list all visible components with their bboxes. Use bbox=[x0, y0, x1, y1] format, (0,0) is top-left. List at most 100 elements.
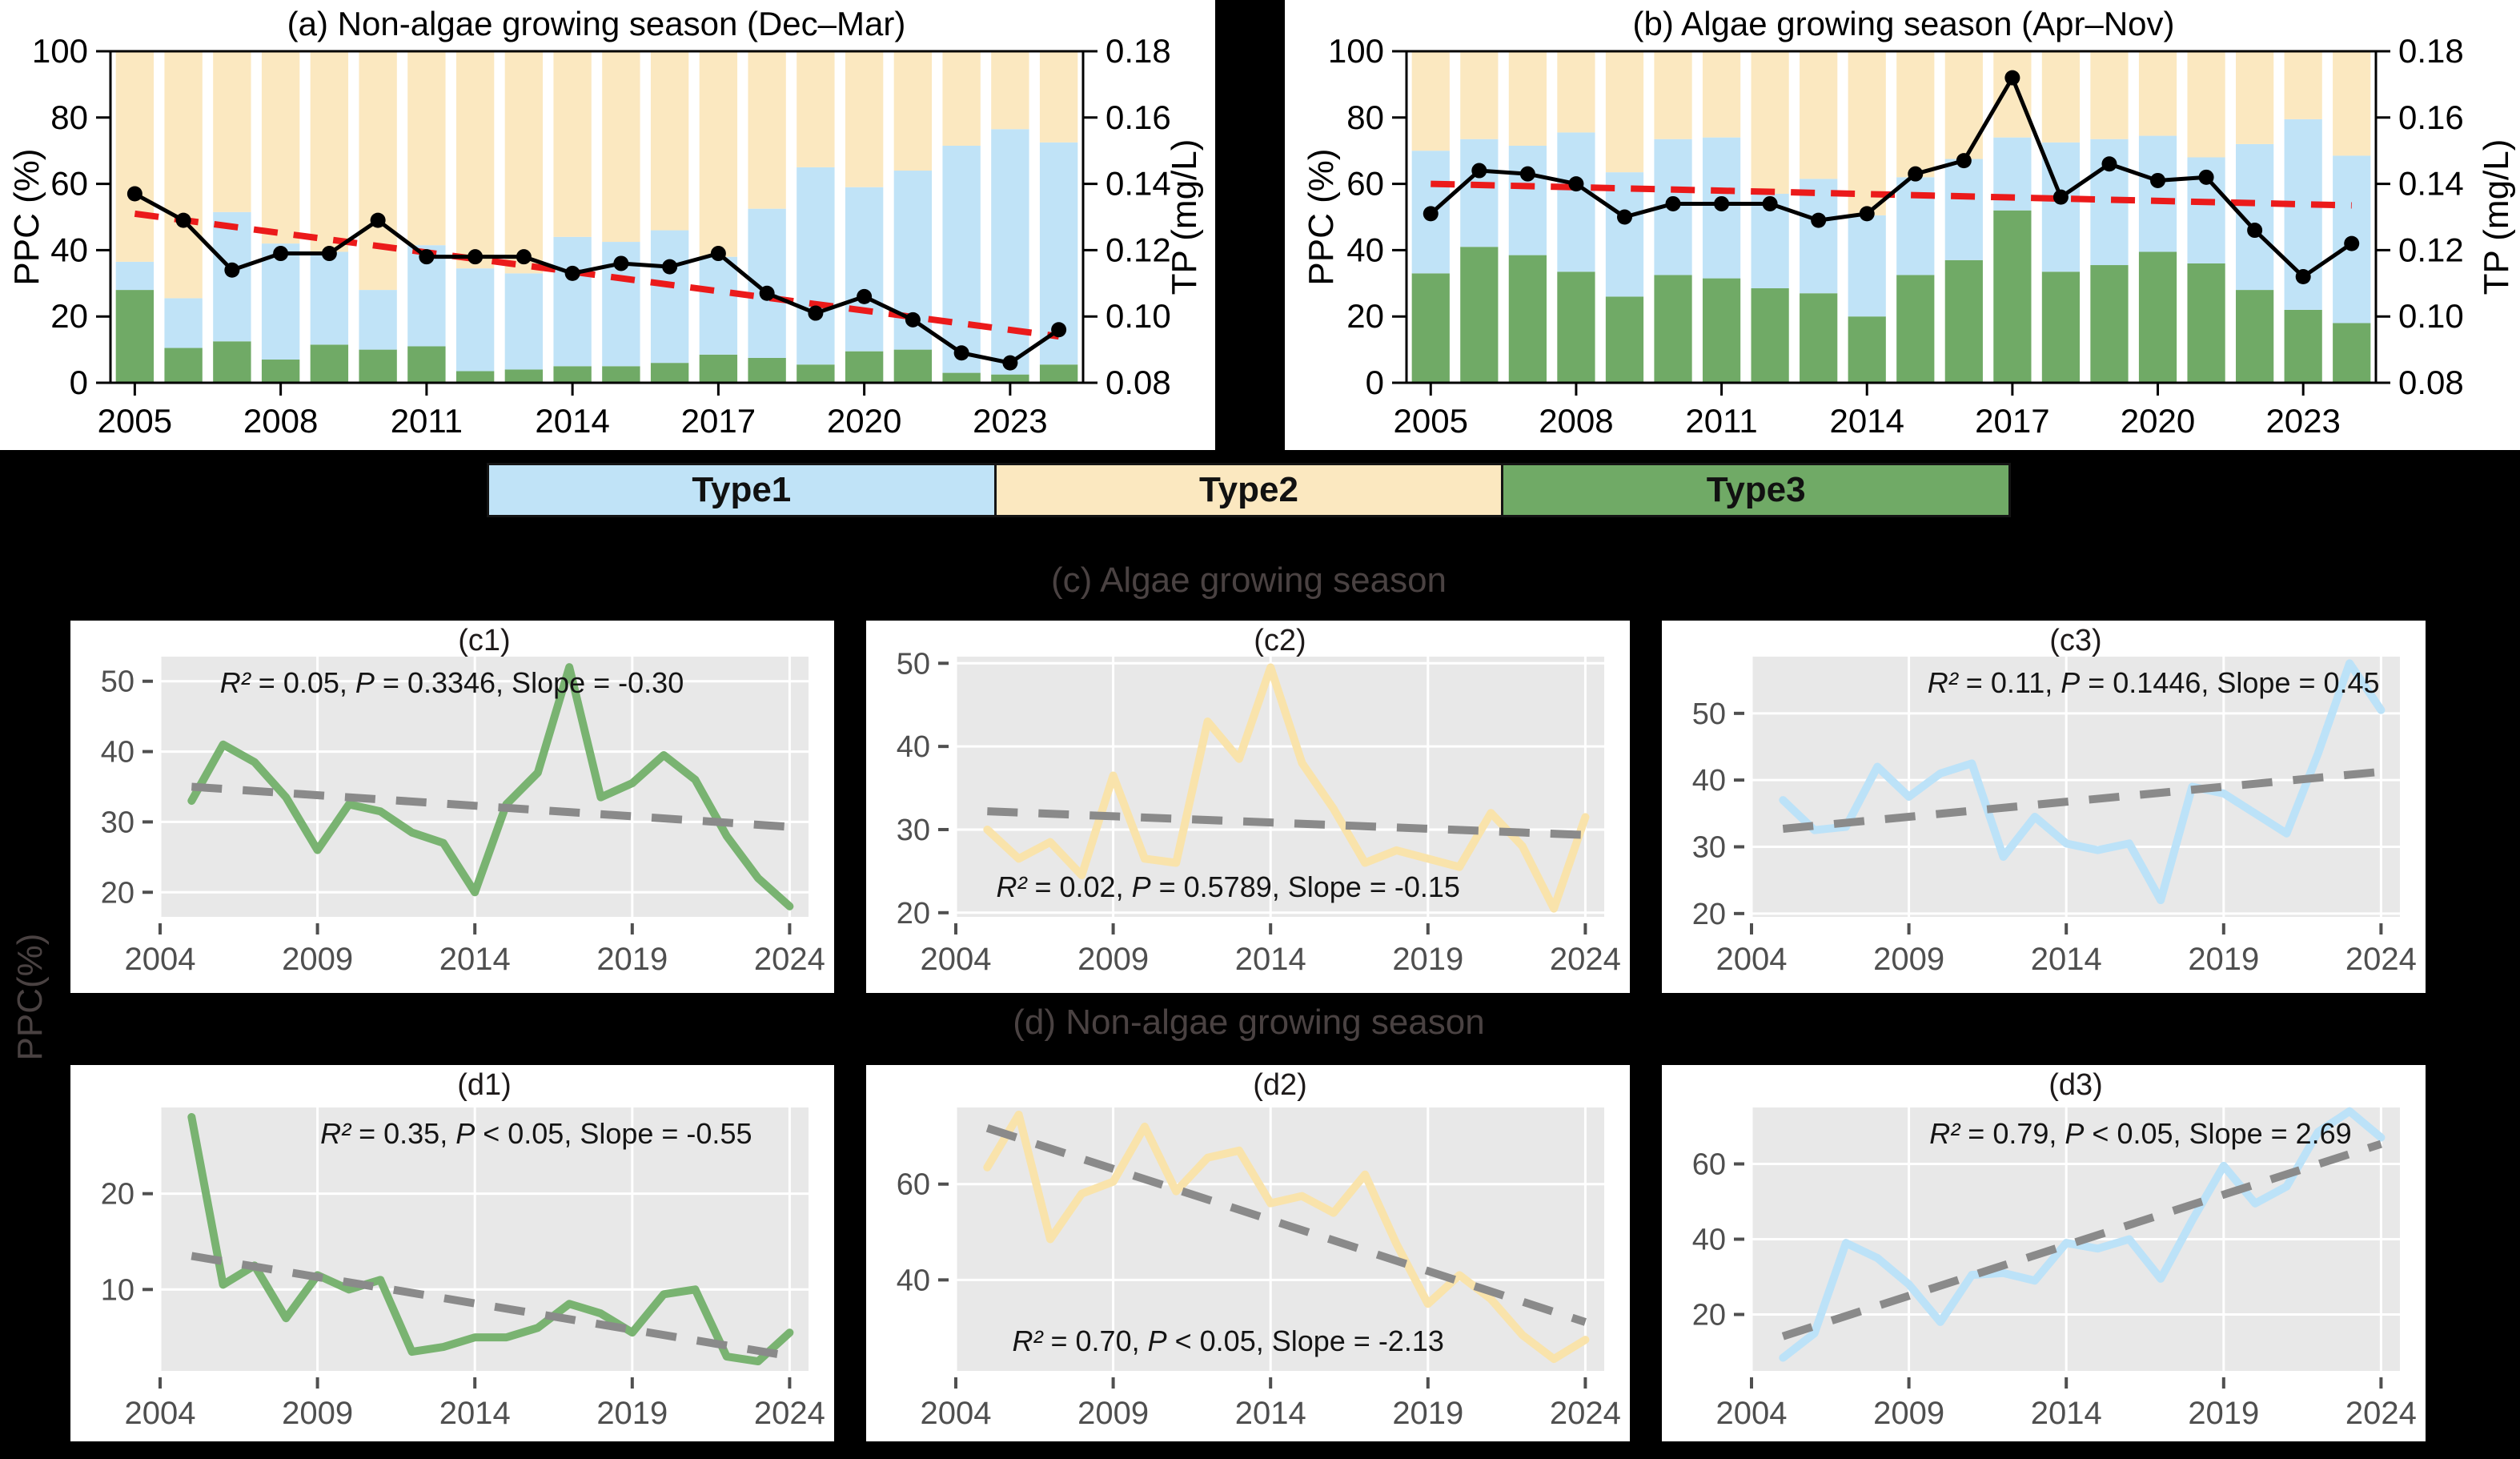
svg-text:0.10: 0.10 bbox=[2398, 297, 2464, 335]
svg-text:60: 60 bbox=[50, 165, 88, 203]
svg-text:2009: 2009 bbox=[282, 1396, 353, 1431]
svg-text:20: 20 bbox=[50, 297, 88, 335]
panel-c1-card: 20 30 40 50 2004 2009 2014 2019 2024 (c1) R² = 0… bbox=[70, 621, 834, 993]
svg-text:2014: 2014 bbox=[2031, 942, 2102, 977]
panel-c1-stats: R² = 0.05, P = 0.3346, Slope = -0.30 bbox=[219, 666, 684, 699]
panel-d2-title: (d2) bbox=[1253, 1068, 1307, 1102]
svg-text:2004: 2004 bbox=[1716, 1396, 1788, 1431]
panel-d3-plot: 20 40 60 2004 2009 2014 2019 2024 bbox=[1692, 1107, 2417, 1431]
svg-text:50: 50 bbox=[1692, 697, 1726, 731]
svg-text:2009: 2009 bbox=[282, 942, 353, 977]
svg-text:0.08: 0.08 bbox=[2398, 364, 2464, 401]
panel-a-tp-axis-label: TP (mg/L) bbox=[1165, 139, 1204, 295]
svg-text:2019: 2019 bbox=[1392, 942, 1463, 977]
svg-text:2014: 2014 bbox=[439, 1396, 511, 1431]
panel-d2-stats: R² = 0.70, P < 0.05, Slope = -2.13 bbox=[1012, 1324, 1444, 1357]
panel-c3-stats: R² = 0.11, P = 0.1446, Slope = 0.45 bbox=[1927, 666, 2380, 699]
svg-text:0.10: 0.10 bbox=[1106, 297, 1171, 335]
panel-d2-plot: 40 60 2004 2009 2014 2019 2024 bbox=[897, 1107, 1621, 1431]
svg-text:50: 50 bbox=[101, 665, 134, 699]
svg-text:20: 20 bbox=[101, 876, 134, 910]
svg-text:2024: 2024 bbox=[2345, 942, 2417, 977]
svg-text:2014: 2014 bbox=[1235, 942, 1306, 977]
svg-text:40: 40 bbox=[1346, 231, 1384, 268]
svg-text:20: 20 bbox=[1692, 1299, 1726, 1332]
panel-a-plot: 0 20 40 60 80 100 0.08 0.10 0.12 0.14 0.16 0.18 2005… bbox=[32, 32, 1171, 440]
svg-text:2004: 2004 bbox=[921, 942, 992, 977]
svg-text:40: 40 bbox=[897, 1264, 930, 1297]
svg-text:2019: 2019 bbox=[2188, 1396, 2259, 1431]
svg-text:2005: 2005 bbox=[1394, 402, 1468, 440]
svg-text:2009: 2009 bbox=[1873, 942, 1944, 977]
shared-ppc-axis-label: PPC(%) bbox=[10, 933, 50, 1061]
svg-text:40: 40 bbox=[897, 730, 930, 764]
svg-text:2024: 2024 bbox=[754, 942, 825, 977]
panel-b-card: 0 20 40 60 80 100 0.08 0.10 0.12 0.14 0.16 0.18 2005… bbox=[1285, 0, 2520, 450]
svg-text:2009: 2009 bbox=[1077, 1396, 1149, 1431]
svg-text:2004: 2004 bbox=[125, 1396, 196, 1431]
svg-text:80: 80 bbox=[50, 98, 88, 136]
legend-item-type2: Type2 bbox=[993, 465, 1502, 515]
svg-text:2014: 2014 bbox=[1235, 1396, 1306, 1431]
svg-text:2004: 2004 bbox=[125, 942, 196, 977]
panel-d1-card: 10 20 2004 2009 2014 2019 2024 (d1) R² = 0.35,… bbox=[70, 1065, 834, 1441]
svg-text:0.14: 0.14 bbox=[2398, 165, 2464, 203]
panel-d3-card: 20 40 60 2004 2009 2014 2019 2024 (d3) R² = 0.7… bbox=[1662, 1065, 2426, 1441]
panel-c1-title: (c1) bbox=[458, 624, 511, 657]
svg-text:0.18: 0.18 bbox=[2398, 32, 2464, 70]
panel-c1-plot: 20 30 40 50 2004 2009 2014 2019 2024 bbox=[101, 657, 825, 977]
legend-item-type1: Type1 bbox=[489, 465, 994, 515]
svg-text:0.14: 0.14 bbox=[1106, 165, 1171, 203]
legend-type1-label: Type1 bbox=[692, 470, 792, 509]
svg-text:100: 100 bbox=[1328, 32, 1384, 70]
svg-text:2019: 2019 bbox=[596, 942, 668, 977]
svg-text:2023: 2023 bbox=[973, 402, 1047, 440]
svg-text:2004: 2004 bbox=[1716, 942, 1788, 977]
legend-type2-label: Type2 bbox=[1199, 470, 1298, 509]
svg-text:0.18: 0.18 bbox=[1106, 32, 1171, 70]
svg-text:40: 40 bbox=[50, 231, 88, 268]
svg-text:0.16: 0.16 bbox=[1106, 98, 1171, 136]
svg-text:2019: 2019 bbox=[1392, 1396, 1463, 1431]
panel-c3-card: 20 30 40 50 2004 2009 2014 2019 2024 (c3) R² = 0… bbox=[1662, 621, 2426, 993]
svg-text:2020: 2020 bbox=[2121, 402, 2195, 440]
svg-text:20: 20 bbox=[1346, 297, 1384, 335]
svg-text:30: 30 bbox=[1692, 831, 1726, 865]
svg-text:2008: 2008 bbox=[1539, 402, 1613, 440]
svg-text:2005: 2005 bbox=[98, 402, 172, 440]
svg-text:0: 0 bbox=[70, 364, 88, 401]
panel-c2-title: (c2) bbox=[1254, 624, 1306, 657]
section-c-title: (c) Algae growing season bbox=[1050, 561, 1447, 600]
panel-c2-card: 20 30 40 50 2004 2009 2014 2019 2024 (c2) R² = 0… bbox=[866, 621, 1630, 993]
legend-item-type3: Type3 bbox=[1501, 465, 2009, 515]
panel-c2-stats: R² = 0.02, P = 0.5789, Slope = -0.15 bbox=[996, 870, 1460, 903]
panel-c3-title: (c3) bbox=[2049, 624, 2102, 657]
svg-text:100: 100 bbox=[32, 32, 88, 70]
svg-text:0: 0 bbox=[1366, 364, 1384, 401]
panel-b-title: (b) Algae growing season (Apr–Nov) bbox=[1632, 5, 2175, 42]
svg-text:2011: 2011 bbox=[1685, 402, 1757, 440]
svg-text:30: 30 bbox=[101, 806, 134, 839]
svg-text:2019: 2019 bbox=[2188, 942, 2259, 977]
section-d-title: (d) Non-algae growing season bbox=[1013, 1003, 1485, 1042]
svg-text:2024: 2024 bbox=[1550, 1396, 1621, 1431]
svg-text:0.08: 0.08 bbox=[1106, 364, 1171, 401]
panel-d1-stats: R² = 0.35, P < 0.05, Slope = -0.55 bbox=[320, 1117, 752, 1150]
svg-text:10: 10 bbox=[101, 1273, 134, 1307]
svg-text:0.12: 0.12 bbox=[1106, 231, 1171, 268]
svg-text:2014: 2014 bbox=[1830, 402, 1904, 440]
svg-text:2019: 2019 bbox=[596, 1396, 668, 1431]
svg-text:2008: 2008 bbox=[243, 402, 318, 440]
svg-text:2017: 2017 bbox=[681, 402, 756, 440]
svg-text:20: 20 bbox=[897, 897, 930, 930]
panel-b-plot: 0 20 40 60 80 100 0.08 0.10 0.12 0.14 0.16 0.18 2005… bbox=[1328, 32, 2464, 440]
svg-text:2023: 2023 bbox=[2265, 402, 2340, 440]
svg-text:60: 60 bbox=[897, 1168, 930, 1202]
panel-a-card: 0 20 40 60 80 100 0.08 0.10 0.12 0.14 0.16 0.18 2005… bbox=[0, 0, 1215, 450]
svg-text:40: 40 bbox=[101, 736, 134, 770]
svg-text:2009: 2009 bbox=[1873, 1396, 1944, 1431]
svg-text:2024: 2024 bbox=[2345, 1396, 2417, 1431]
panel-b-ppc-axis-label: PPC (%) bbox=[1302, 148, 1341, 286]
svg-text:2004: 2004 bbox=[921, 1396, 992, 1431]
